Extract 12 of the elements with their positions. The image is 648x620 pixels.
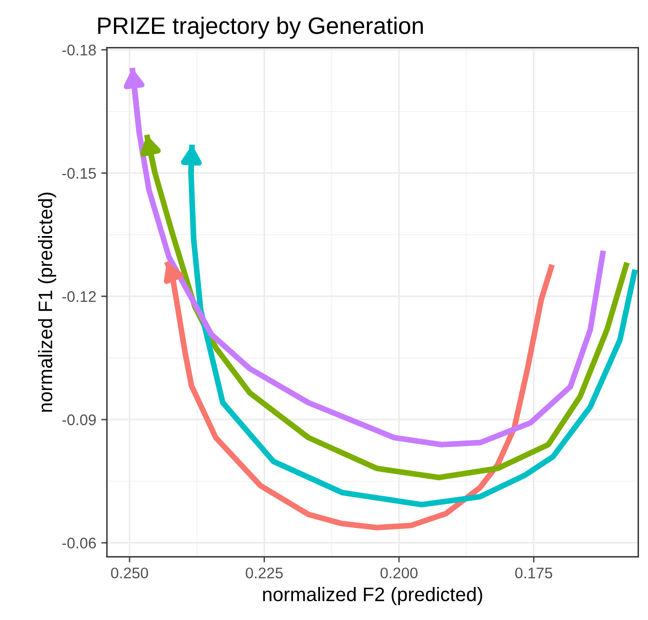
y-tick-label: -0.09 [62,414,96,426]
x-tick-label: 0.200 [380,568,418,578]
chart-title: PRIZE trajectory by Generation [98,16,423,39]
x-tick-label: 0.175 [515,568,552,578]
y-tick-label: -0.12 [62,291,96,302]
x-axis-title: normalized F2 (predicted) [263,586,482,606]
y-tick-label: -0.15 [62,168,96,179]
x-tick-label: 0.225 [246,568,283,578]
x-tick-label: 0.250 [111,568,148,578]
y-tick-label: -0.18 [62,44,96,56]
y-tick-label: -0.06 [62,538,96,548]
y-axis-title: normalized F1 (predicted) [38,192,56,412]
